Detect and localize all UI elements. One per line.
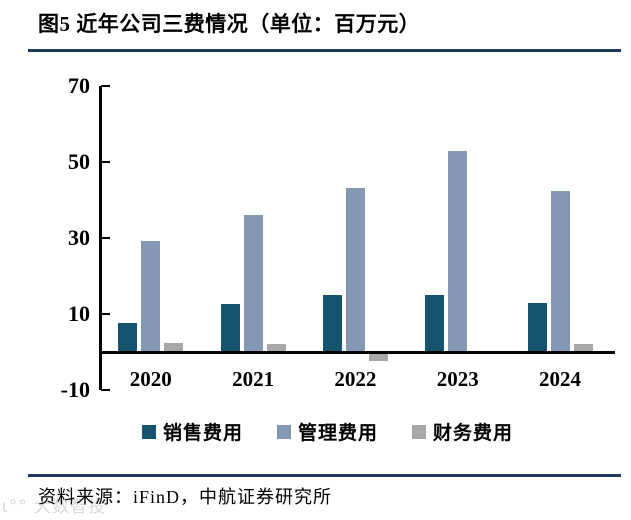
bar-management-2023 — [448, 150, 468, 352]
y-tick-30 — [101, 236, 110, 240]
y-tick-label-50: 50 — [68, 149, 90, 174]
legend-swatch-finance — [412, 424, 426, 439]
legend-swatch-sales — [141, 424, 156, 439]
watermark: ι°° 大数智投 — [2, 497, 107, 517]
y-tick-label--10: -10 — [60, 377, 90, 402]
legend-item-sales: 销售费用 — [141, 418, 243, 445]
y-tick-label-30: 30 — [68, 225, 90, 250]
x-label-2020: 2020 — [129, 367, 172, 391]
bar-management-2022 — [345, 187, 365, 352]
bar-sales-2022 — [322, 295, 342, 352]
bar-finance-2021 — [266, 344, 286, 352]
source-text: 资料来源：iFinD，中航证券研究所 — [38, 487, 333, 507]
x-label-2024: 2024 — [539, 367, 581, 391]
bar-finance-2022 — [368, 353, 388, 362]
legend-label-finance: 财务费用 — [433, 423, 514, 444]
footer-divider-rule — [28, 474, 621, 477]
x-label-2021: 2021 — [232, 367, 275, 391]
legend-item-management: 管理费用 — [276, 418, 378, 445]
bar-sales-2023 — [425, 294, 445, 352]
bar-finance-2024 — [573, 343, 593, 352]
y-tick-label-10: 10 — [68, 301, 90, 326]
x-label-2023: 2023 — [436, 367, 479, 391]
bar-sales-2024 — [527, 303, 547, 352]
bar-management-2020 — [141, 241, 161, 352]
y-tick-70 — [101, 84, 110, 88]
legend-item-finance: 财务费用 — [412, 418, 513, 445]
bar-sales-2020 — [118, 322, 138, 352]
figure-title: 图5 近年公司三费情况（单位：百万元） — [38, 12, 421, 36]
bar-management-2024 — [550, 190, 570, 352]
y-tick--10 — [101, 388, 110, 392]
bar-finance-2020 — [164, 342, 184, 352]
y-axis-line — [99, 86, 102, 390]
bar-sales-2021 — [220, 304, 240, 352]
x-axis-baseline — [100, 350, 615, 354]
title-divider-rule — [28, 49, 621, 52]
legend-label-sales: 销售费用 — [162, 423, 243, 444]
chart-legend: 销售费用 管理费用 财务费用 — [0, 418, 631, 445]
legend-label-management: 管理费用 — [297, 423, 378, 444]
y-tick-10 — [101, 312, 110, 316]
y-tick-50 — [101, 160, 110, 164]
y-tick-label-70: 70 — [68, 73, 90, 98]
x-label-2022: 2022 — [334, 367, 377, 391]
bar-management-2021 — [243, 214, 263, 352]
legend-swatch-management — [276, 424, 291, 439]
